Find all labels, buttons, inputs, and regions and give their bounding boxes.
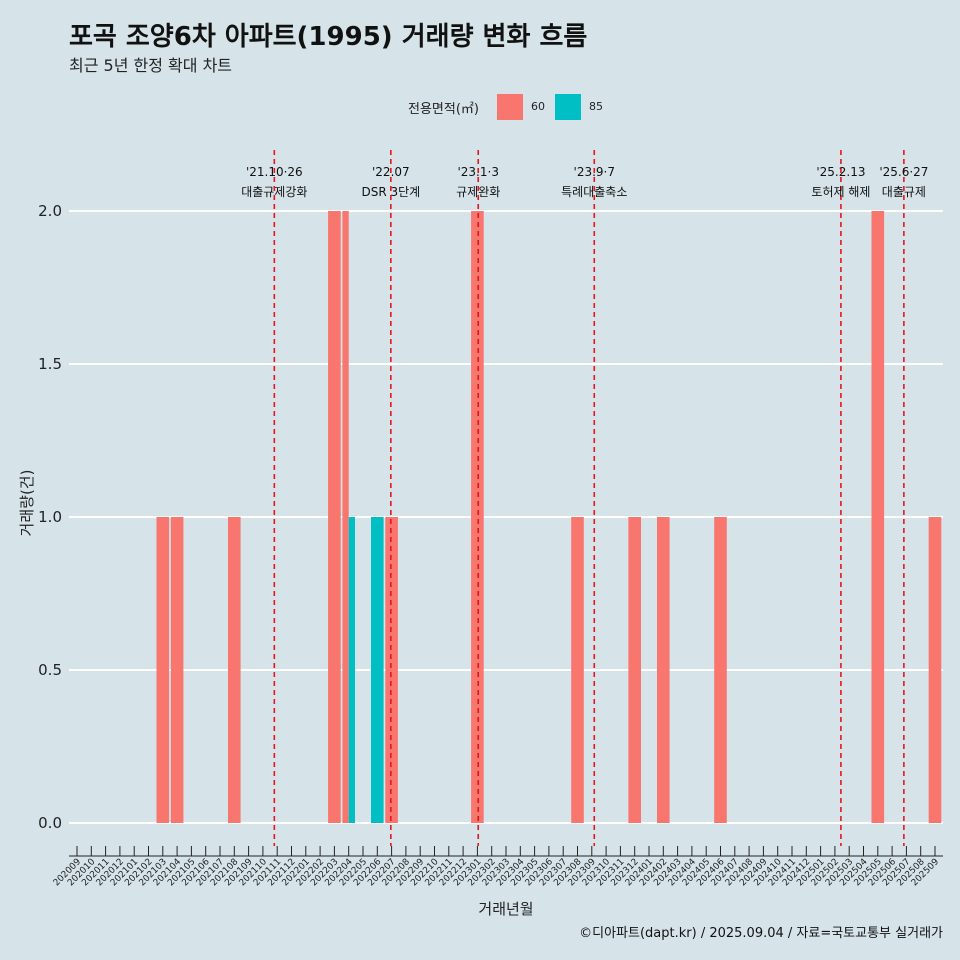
- bar-60-202308: [571, 517, 584, 823]
- y-axis-label: 거래량(건): [18, 470, 36, 537]
- event-name-label: 대출규제: [882, 185, 926, 199]
- y-tick-label: 2.0: [38, 202, 62, 220]
- x-axis: 2020092020102020112020122021012021022021…: [52, 846, 943, 888]
- bar-85-202206: [371, 517, 384, 823]
- bar-60-202406: [714, 517, 727, 823]
- legend-title: 전용면적(㎡): [408, 102, 479, 117]
- chart-title: 포곡 조양6차 아파트(1995) 거래량 변화 흐름: [69, 22, 588, 52]
- y-tick-label: 0.5: [38, 661, 62, 679]
- y-tick-labels: 0.0 0.5 1.0 1.5 2.0: [38, 202, 62, 832]
- bar-60-202108: [228, 517, 241, 823]
- legend-label-60: 60: [531, 100, 545, 113]
- chart-subtitle: 최근 5년 한정 확대 차트: [69, 56, 233, 75]
- event-annotations: '21.10·26 대출규제강화 '22.07 DSR 3단계 '23.1·3 규제완화 '…: [241, 165, 928, 199]
- bar-85-202204: [348, 517, 355, 823]
- event-lines: [273, 150, 905, 846]
- x-axis-label: 거래년월: [478, 900, 533, 918]
- y-tick-label: 1.5: [38, 355, 62, 373]
- event-date-label: '23.9·7: [574, 165, 615, 179]
- legend: 전용면적(㎡) 60 85: [0, 94, 960, 120]
- event-name-label: 토허제 해제: [811, 185, 870, 199]
- bars: [156, 211, 942, 823]
- bar-60-202203: [328, 211, 341, 823]
- y-tick-label: 1.0: [38, 508, 62, 526]
- event-date-label: '22.07: [372, 165, 410, 179]
- event-name-label: 특례대출축소: [561, 185, 627, 199]
- event-date-label: '25.6·27: [879, 165, 928, 179]
- bar-60-202505: [871, 211, 885, 823]
- bar-60-202104: [170, 517, 184, 823]
- gridlines: [69, 210, 943, 824]
- legend-label-85: 85: [589, 100, 603, 113]
- event-date-label: '25.2.13: [816, 165, 865, 179]
- event-date-label: '21.10·26: [246, 165, 303, 179]
- bar-60-202312: [628, 517, 641, 823]
- bar-60-202301: [471, 211, 484, 823]
- bar-60-202402: [657, 517, 670, 823]
- event-name-label: DSR 3단계: [361, 185, 420, 199]
- event-name-label: 규제완화: [456, 185, 500, 199]
- bar-60-202103: [156, 517, 170, 823]
- event-name-label: 대출규제강화: [241, 185, 307, 199]
- bar-60-202204: [342, 211, 349, 823]
- legend-key-85: [555, 94, 581, 120]
- bar-60-202509: [928, 517, 942, 823]
- event-date-label: '23.1·3: [457, 165, 498, 179]
- source-caption: ©디아파트(dapt.kr) / 2025.09.04 / 자료=국토교통부 실…: [579, 926, 943, 941]
- y-tick-label: 0.0: [38, 814, 62, 832]
- legend-key-60: [497, 94, 523, 120]
- bar-60-202207: [385, 517, 398, 823]
